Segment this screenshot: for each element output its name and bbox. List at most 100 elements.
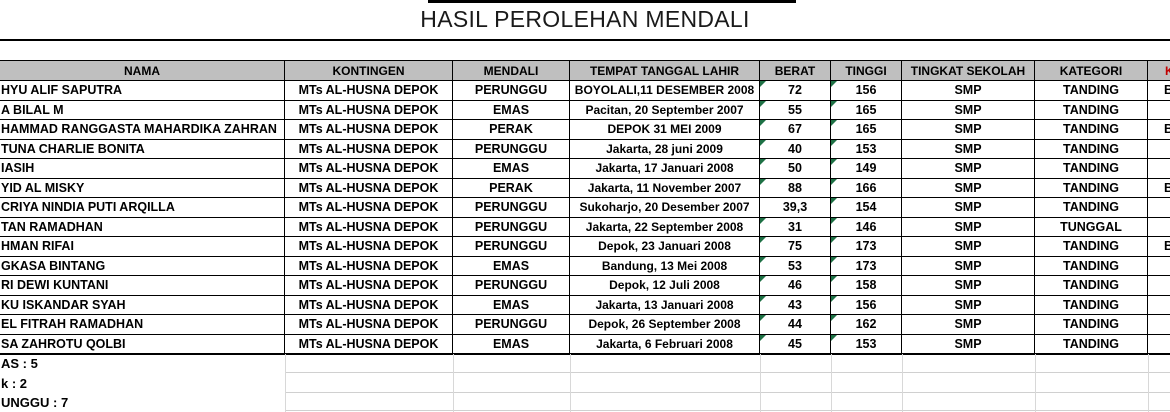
header-nama[interactable]: NAMA [0,61,285,80]
cell-kontingen[interactable]: MTs AL-HUSNA DEPOK [285,81,453,100]
cell-berat[interactable]: 72 [760,81,831,100]
header-tingkat-sekolah[interactable]: TINGKAT SEKOLAH [902,61,1035,80]
cell-tinggi[interactable]: 162 [831,315,902,334]
cell-kategori[interactable]: TANDING [1035,139,1148,158]
cell-nama[interactable]: RI DEWI KUNTANI [0,276,285,295]
cell-tempat-tanggal-lahir[interactable]: Pacitan, 20 September 2007 [570,100,760,119]
cell-kontingen[interactable]: MTs AL-HUSNA DEPOK [285,276,453,295]
cell-berat[interactable]: 31 [760,217,831,236]
cell-berat[interactable]: 40 [760,139,831,158]
cell-tingkat-sekolah[interactable]: SMP [902,315,1035,334]
cell-kontingen[interactable]: MTs AL-HUSNA DEPOK [285,334,453,353]
cell-tingkat-sekolah[interactable]: SMP [902,159,1035,178]
cell-berat[interactable]: 44 [760,315,831,334]
cell-tinggi[interactable]: 173 [831,256,902,275]
cell-kategori[interactable]: TANDING [1035,120,1148,139]
cell-nama[interactable]: A BILAL M [0,100,285,119]
cell-tinggi[interactable]: 165 [831,100,902,119]
cell-mendali[interactable]: PERUNGGU [453,81,570,100]
cell-tinggi[interactable]: 153 [831,334,902,353]
cell-berat[interactable]: 67 [760,120,831,139]
cell-tingkat-sekolah[interactable]: SMP [902,178,1035,197]
cell-kontingen[interactable]: MTs AL-HUSNA DEPOK [285,139,453,158]
cell-tempat-tanggal-lahir[interactable]: Depok, 26 September 2008 [570,315,760,334]
cell-mendali[interactable]: PERUNGGU [453,139,570,158]
cell-nama[interactable]: YID AL MISKY [0,178,285,197]
cell-tempat-tanggal-lahir[interactable]: Depok, 23 Januari 2008 [570,237,760,256]
cell-kategori[interactable]: TANDING [1035,276,1148,295]
cell-kontingen[interactable]: MTs AL-HUSNA DEPOK [285,256,453,275]
cell-tempat-tanggal-lahir[interactable]: Bandung, 13 Mei 2008 [570,256,760,275]
cell-tempat-tanggal-lahir[interactable]: Jakarta, 11 November 2007 [570,178,760,197]
cell-tempat-tanggal-lahir[interactable]: Jakarta, 22 September 2008 [570,217,760,236]
cell-nama[interactable]: GKASA BINTANG [0,256,285,275]
cell-tempat-tanggal-lahir[interactable]: DEPOK 31 MEI 2009 [570,120,760,139]
cell-tingkat-sekolah[interactable]: SMP [902,139,1035,158]
cell-kontingen[interactable]: MTs AL-HUSNA DEPOK [285,217,453,236]
cell-mendali[interactable]: PERUNGGU [453,198,570,217]
cell-kontingen[interactable]: MTs AL-HUSNA DEPOK [285,295,453,314]
cell-kategori[interactable]: TANDING [1035,315,1148,334]
cell-berat[interactable]: 39,3 [760,198,831,217]
header-kontingen[interactable]: KONTINGEN [285,61,453,80]
cell-tinggi[interactable]: 154 [831,198,902,217]
header-berat[interactable]: BERAT [760,61,831,80]
cell-tingkat-sekolah[interactable]: SMP [902,295,1035,314]
cell-kontingen[interactable]: MTs AL-HUSNA DEPOK [285,237,453,256]
header-kategori[interactable]: KATEGORI [1035,61,1148,80]
cell-berat[interactable]: 55 [760,100,831,119]
cell-mendali[interactable]: PERAK [453,178,570,197]
cell-nama[interactable]: SA ZAHROTU QOLBI [0,334,285,353]
cell-tempat-tanggal-lahir[interactable]: Jakarta, 17 Januari 2008 [570,159,760,178]
cell-kategori[interactable]: TANDING [1035,81,1148,100]
header-mendali[interactable]: MENDALI [453,61,570,80]
cell-mendali[interactable]: EMAS [453,295,570,314]
cell-tingkat-sekolah[interactable]: SMP [902,276,1035,295]
cell-kontingen[interactable]: MTs AL-HUSNA DEPOK [285,100,453,119]
cell-nama[interactable]: EL FITRAH RAMADHAN [0,315,285,334]
cell-mendali[interactable]: PERAK [453,120,570,139]
cell-berat[interactable]: 46 [760,276,831,295]
cell-kategori[interactable]: TANDING [1035,237,1148,256]
cell-berat[interactable]: 88 [760,178,831,197]
cell-kategori[interactable]: TUNGGAL [1035,217,1148,236]
cell-tingkat-sekolah[interactable]: SMP [902,334,1035,353]
cell-mendali[interactable]: PERUNGGU [453,315,570,334]
cell-mendali[interactable]: PERUNGGU [453,217,570,236]
cell-kontingen[interactable]: MTs AL-HUSNA DEPOK [285,178,453,197]
cell-tinggi[interactable]: 149 [831,159,902,178]
cell-mendali[interactable]: EMAS [453,334,570,353]
cell-mendali[interactable]: EMAS [453,100,570,119]
cell-tingkat-sekolah[interactable]: SMP [902,198,1035,217]
cell-kategori[interactable]: TANDING [1035,198,1148,217]
cell-tinggi[interactable]: 173 [831,237,902,256]
cell-nama[interactable]: KU ISKANDAR SYAH [0,295,285,314]
cell-tinggi[interactable]: 156 [831,295,902,314]
cell-kategori[interactable]: TANDING [1035,295,1148,314]
cell-tinggi[interactable]: 158 [831,276,902,295]
cell-berat[interactable]: 75 [760,237,831,256]
cell-kontingen[interactable]: MTs AL-HUSNA DEPOK [285,120,453,139]
cell-kategori[interactable]: TANDING [1035,100,1148,119]
cell-kategori[interactable]: TANDING [1035,334,1148,353]
cell-nama[interactable]: CRIYA NINDIA PUTI ARQILLA [0,198,285,217]
cell-berat[interactable]: 53 [760,256,831,275]
cell-tinggi[interactable]: 153 [831,139,902,158]
cell-nama[interactable]: HYU ALIF SAPUTRA [0,81,285,100]
cell-kontingen[interactable]: MTs AL-HUSNA DEPOK [285,315,453,334]
cell-tinggi[interactable]: 165 [831,120,902,139]
cell-tempat-tanggal-lahir[interactable]: Jakarta, 13 Januari 2008 [570,295,760,314]
cell-nama[interactable]: HMAN RIFAI [0,237,285,256]
cell-berat[interactable]: 50 [760,159,831,178]
cell-berat[interactable]: 43 [760,295,831,314]
cell-tempat-tanggal-lahir[interactable]: BOYOLALI,11 DESEMBER 2008 [570,81,760,100]
cell-tempat-tanggal-lahir[interactable]: Jakarta, 6 Februari 2008 [570,334,760,353]
cell-berat[interactable]: 45 [760,334,831,353]
cell-tinggi[interactable]: 146 [831,217,902,236]
header-tempat-tanggal-lahir[interactable]: TEMPAT TANGGAL LAHIR [570,61,760,80]
cell-tingkat-sekolah[interactable]: SMP [902,100,1035,119]
cell-mendali[interactable]: EMAS [453,256,570,275]
cell-nama[interactable]: TAN RAMADHAN [0,217,285,236]
cell-kategori[interactable]: TANDING [1035,256,1148,275]
cell-tingkat-sekolah[interactable]: SMP [902,237,1035,256]
